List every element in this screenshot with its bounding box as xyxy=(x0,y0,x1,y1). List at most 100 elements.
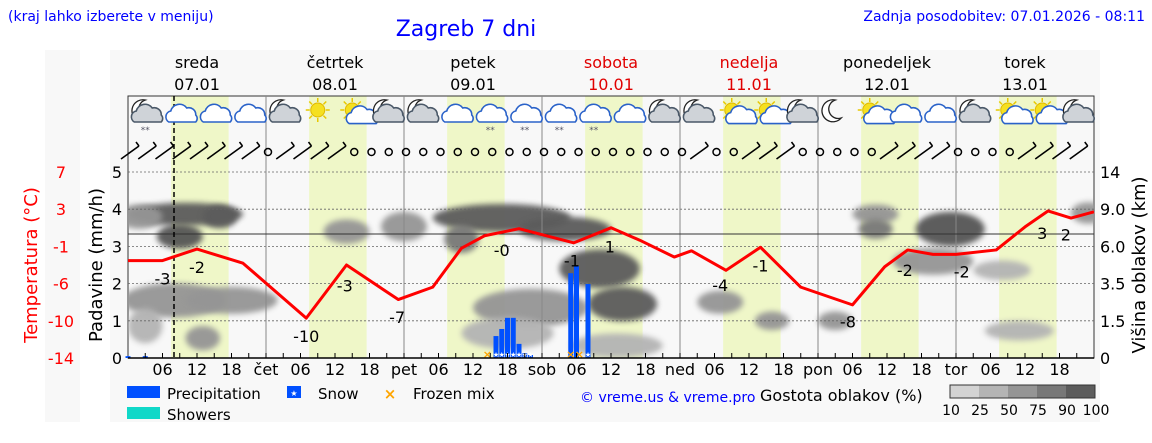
precipitation-swatch xyxy=(127,386,160,398)
x-day-label: sob xyxy=(528,360,556,379)
wind-feather xyxy=(1049,141,1054,147)
wind-calm-icon xyxy=(419,147,428,157)
wind-calm-icon xyxy=(660,147,669,157)
cloud-snow-icon: ** xyxy=(510,103,543,136)
wind-shaft xyxy=(1069,145,1089,160)
frozen-mix-marker: × xyxy=(566,348,575,361)
wind-barb-icon xyxy=(120,141,140,160)
wind-shaft xyxy=(1017,145,1037,160)
precip-tick-label: 1 xyxy=(112,312,122,331)
moon-icon xyxy=(821,99,844,123)
precip-tick-label: 2 xyxy=(112,275,122,294)
day-date: 13.01 xyxy=(1002,75,1048,94)
page-title: Zagreb 7 dni xyxy=(396,17,537,42)
cloud-blob xyxy=(588,286,657,322)
credit-link[interactable]: © vreme.us & vreme.pro xyxy=(580,390,755,406)
wind-calm-icon xyxy=(643,147,652,157)
wind-feather xyxy=(135,141,140,147)
wind-barb-icon xyxy=(206,141,226,160)
x-day-label: pet xyxy=(391,360,417,379)
wind-barb-icon xyxy=(931,141,951,160)
cloud-density-level: 100 xyxy=(1083,403,1110,419)
x-tick-label: 18 xyxy=(359,360,379,379)
wind-calm-icon xyxy=(712,147,721,157)
menu-hint[interactable]: (kraj lahko izberete v meniju) xyxy=(8,9,214,25)
wind-feather xyxy=(238,141,244,147)
snow-marker: ★ xyxy=(499,351,505,359)
cloud-axis-title: Višina oblakov (km) xyxy=(1129,176,1150,353)
wind-calm-icon xyxy=(1005,147,1014,157)
day-name: petek xyxy=(450,53,496,72)
cloud-icon xyxy=(510,103,543,123)
wind-shaft xyxy=(879,145,899,160)
wind-feather xyxy=(152,141,157,147)
legend: Precipitation ★ Snow × Frozen mix Showers © vr… xyxy=(127,384,1110,424)
snow-flakes-icon: ** xyxy=(589,126,599,136)
cloud-icon xyxy=(958,103,992,123)
snow-marker: ★ xyxy=(585,351,591,359)
wind-calm-icon xyxy=(591,147,600,157)
cloud-icon xyxy=(234,103,267,123)
cloud-density-swatch xyxy=(1066,385,1095,398)
x-tick-label: 06 xyxy=(980,360,1000,379)
wind-shaft xyxy=(741,145,761,160)
x-tick-label: 18 xyxy=(773,360,793,379)
last-updated: Zadnja posodobitev: 07.01.2026 - 08:11 xyxy=(863,9,1145,25)
snow-marker: ★ xyxy=(510,351,516,359)
moon-cloud-icon xyxy=(406,99,440,123)
cloud-icon xyxy=(130,103,164,123)
cloud-density-frame xyxy=(949,384,1096,399)
wind-feather xyxy=(187,141,192,147)
wind-barb-icon xyxy=(137,141,157,160)
wind-barb-icon xyxy=(241,141,261,160)
cloud-height-tick-label: 3.5 xyxy=(1100,275,1125,294)
cloud-height-tick-label: 0 xyxy=(1100,349,1110,368)
x-day-label: ned xyxy=(665,360,695,379)
wind-feather xyxy=(704,141,709,147)
wind-shaft xyxy=(206,145,226,160)
sun-ray xyxy=(357,100,362,105)
cloud-density-level: 10 xyxy=(942,403,960,419)
cloud-icon xyxy=(199,103,233,123)
wind-shaft xyxy=(689,145,709,160)
wind-barb-icon xyxy=(1034,141,1054,160)
wind-shaft xyxy=(914,145,933,160)
x-tick-label: 12 xyxy=(877,360,897,379)
wind-barb-icon xyxy=(879,141,899,160)
precip-tick-label: 4 xyxy=(112,200,122,219)
x-tick-label: 06 xyxy=(566,360,586,379)
precip-bar xyxy=(499,328,505,358)
sun-ray xyxy=(1012,100,1017,105)
sun-ray xyxy=(771,100,776,105)
wind-feather xyxy=(325,141,330,147)
day-name: sobota xyxy=(584,53,638,72)
cloud-icon xyxy=(682,103,716,123)
cloud-density-swatch xyxy=(1037,385,1066,398)
cloud-height-tick-label: 14 xyxy=(1100,163,1120,182)
snow-flakes-icon: ** xyxy=(555,126,565,136)
wind-shaft xyxy=(189,145,209,160)
wind-feather xyxy=(894,141,899,147)
temp-tick-label: 7 xyxy=(56,163,66,182)
legend-showers: Showers xyxy=(167,406,231,424)
sun-ray xyxy=(874,100,879,105)
cloud-icon xyxy=(268,103,302,123)
wind-calm-icon xyxy=(436,147,445,157)
temperature-label: -3 xyxy=(337,276,353,295)
precip-axis-title: Padavine (mm/h) xyxy=(86,188,107,342)
sun-ray xyxy=(998,100,1003,105)
x-tick-label: 12 xyxy=(463,360,483,379)
x-tick-label: 06 xyxy=(428,360,448,379)
day-name: četrtek xyxy=(307,53,365,72)
snow-marker: ★ xyxy=(516,351,522,359)
cloud-blob xyxy=(185,325,220,351)
wind-barb-icon xyxy=(275,141,295,160)
wind-shaft xyxy=(241,145,261,160)
grid xyxy=(128,96,1094,358)
frozen-mix-marker: × xyxy=(575,348,584,361)
sun-cloud-icon xyxy=(995,98,1034,125)
precip-tick-label: 3 xyxy=(112,237,122,256)
wind-shaft xyxy=(310,145,330,160)
temperature-label: -3 xyxy=(155,270,171,289)
wind-shaft xyxy=(1052,145,1071,160)
